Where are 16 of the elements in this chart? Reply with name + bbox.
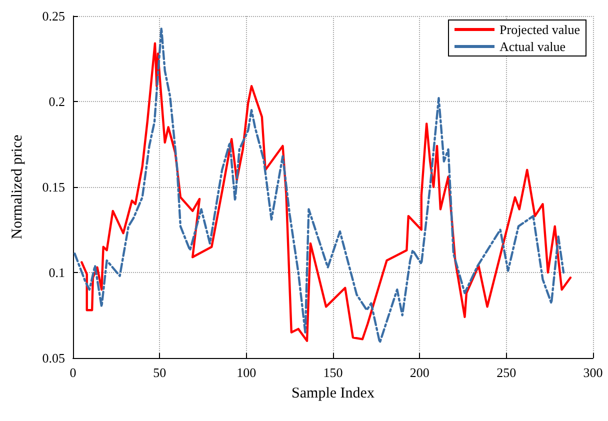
x-tick-label: 150 bbox=[323, 365, 343, 380]
y-tick-label: 0.05 bbox=[42, 350, 65, 366]
x-axis-title: Sample Index bbox=[292, 386, 375, 402]
x-tick-label: 250 bbox=[496, 365, 516, 380]
x-tick-label: 300 bbox=[583, 365, 603, 380]
x-tick-label: 200 bbox=[410, 365, 430, 380]
x-tick-label: 0 bbox=[70, 365, 76, 380]
legend-label: Projected value bbox=[500, 22, 580, 37]
y-tick-label: 0.1 bbox=[48, 265, 65, 280]
y-tick-label: 0.2 bbox=[48, 94, 65, 109]
y-tick-label: 0.25 bbox=[42, 8, 65, 24]
y-axis-title: Normalized price bbox=[10, 134, 26, 240]
x-tick-label: 100 bbox=[236, 365, 256, 380]
legend-label: Actual value bbox=[500, 39, 566, 54]
y-tick-label: 0.15 bbox=[42, 180, 65, 194]
x-tick-label: 50 bbox=[153, 365, 166, 380]
